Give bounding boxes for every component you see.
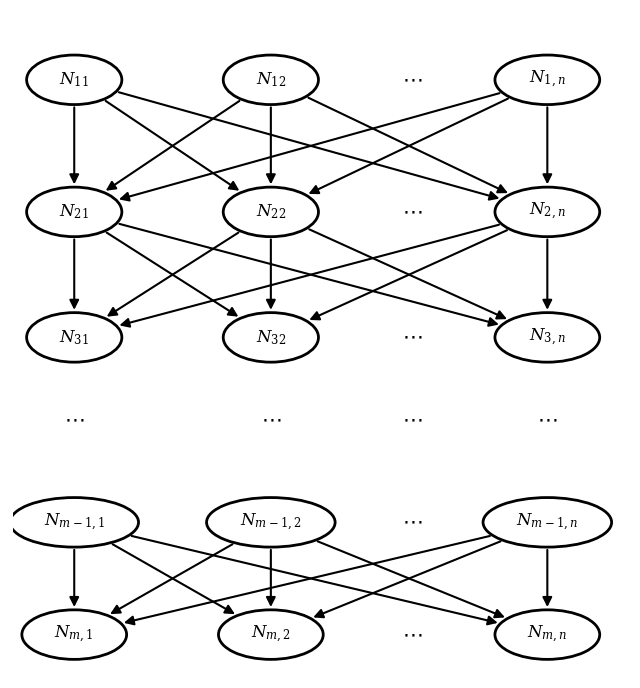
- Text: $N_{m,1}$: $N_{m,1}$: [54, 624, 94, 645]
- Ellipse shape: [495, 55, 600, 105]
- Text: $\cdots$: $\cdots$: [402, 625, 422, 644]
- Ellipse shape: [27, 187, 122, 237]
- Ellipse shape: [495, 610, 600, 659]
- Ellipse shape: [483, 497, 612, 547]
- Text: $N_{31}$: $N_{31}$: [60, 328, 89, 347]
- Ellipse shape: [218, 610, 323, 659]
- Text: $\cdots$: $\cdots$: [260, 411, 281, 429]
- Text: $N_{11}$: $N_{11}$: [60, 70, 89, 89]
- Ellipse shape: [223, 312, 319, 362]
- Text: $\cdots$: $\cdots$: [402, 70, 422, 89]
- Ellipse shape: [27, 55, 122, 105]
- Ellipse shape: [495, 187, 600, 237]
- Text: $\cdots$: $\cdots$: [402, 202, 422, 222]
- Text: $\cdots$: $\cdots$: [537, 411, 557, 429]
- Text: $N_{32}$: $N_{32}$: [255, 328, 286, 347]
- Text: $\cdots$: $\cdots$: [402, 328, 422, 347]
- Ellipse shape: [10, 497, 138, 547]
- Text: $\cdots$: $\cdots$: [402, 513, 422, 532]
- Text: $N_{m,n}$: $N_{m,n}$: [527, 624, 568, 645]
- Text: $N_{m,2}$: $N_{m,2}$: [251, 624, 291, 645]
- Text: $N_{12}$: $N_{12}$: [255, 70, 286, 89]
- Ellipse shape: [27, 312, 122, 362]
- Text: $\cdots$: $\cdots$: [402, 411, 422, 429]
- Text: $N_{2,n}$: $N_{2,n}$: [529, 202, 566, 222]
- Text: $N_{21}$: $N_{21}$: [60, 202, 89, 222]
- Ellipse shape: [22, 610, 127, 659]
- Ellipse shape: [223, 187, 319, 237]
- Ellipse shape: [223, 55, 319, 105]
- Text: $N_{m-1,2}$: $N_{m-1,2}$: [240, 512, 301, 533]
- Text: $N_{m-1,n}$: $N_{m-1,n}$: [516, 512, 579, 533]
- Text: $N_{1,n}$: $N_{1,n}$: [529, 69, 566, 90]
- Text: $\cdots$: $\cdots$: [64, 411, 84, 429]
- Ellipse shape: [207, 497, 335, 547]
- Text: $N_{m-1,1}$: $N_{m-1,1}$: [44, 512, 105, 533]
- Ellipse shape: [495, 312, 600, 362]
- Text: $N_{22}$: $N_{22}$: [255, 202, 286, 222]
- Text: $N_{3,n}$: $N_{3,n}$: [529, 327, 566, 348]
